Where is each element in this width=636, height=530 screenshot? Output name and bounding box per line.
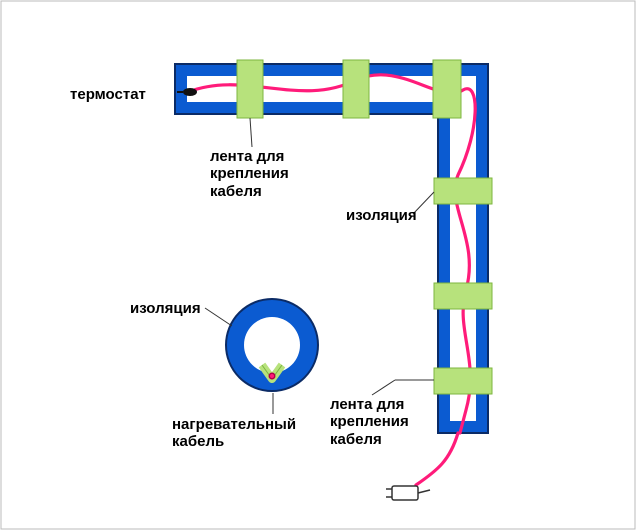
tape-2 <box>433 60 461 118</box>
tape-4 <box>434 283 492 309</box>
thermostat-icon <box>183 88 197 96</box>
tape-1 <box>343 60 369 118</box>
label-insulation-right: изоляция <box>346 207 417 224</box>
label-insulation-left: изоляция <box>130 300 201 317</box>
leader-4 <box>372 380 395 395</box>
plug-icon <box>392 486 418 500</box>
label-tape-bottom: лента для крепления кабеля <box>330 396 409 448</box>
tape-0 <box>237 60 263 118</box>
tape-5 <box>434 368 492 394</box>
heating-cable <box>188 75 475 433</box>
tape-3 <box>434 178 492 204</box>
label-heating-cable: нагревательный кабель <box>172 416 296 451</box>
heating-cable-diagram <box>0 0 636 530</box>
cable-tail <box>416 433 458 485</box>
leader-0 <box>250 118 252 147</box>
pipe-inner <box>187 76 476 421</box>
leader-2 <box>205 308 232 326</box>
cross-section-inner <box>244 317 300 373</box>
label-thermostat: термостат <box>70 86 146 103</box>
label-tape-top: лента для крепления кабеля <box>210 148 289 200</box>
